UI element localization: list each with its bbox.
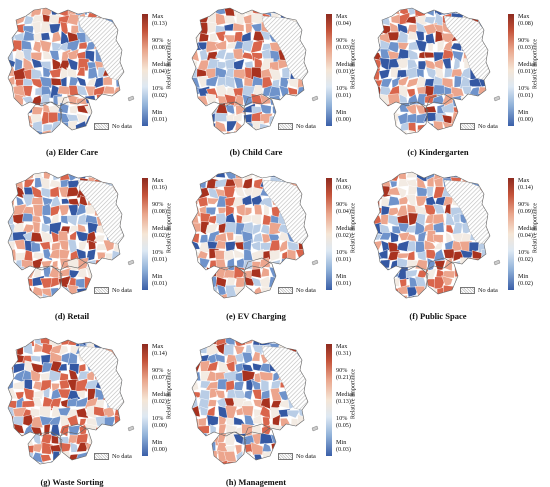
legend-max: Max (0.08): [518, 13, 533, 27]
map-panel: Max (0.13) 90% (0.08) Median (0.04) 10% (0.0…: [6, 6, 182, 157]
legend-min: Min (0.00): [518, 109, 533, 123]
legend-axis-label: Relative Importance: [531, 202, 539, 254]
map-panel: Max (0.14) 90% (0.09) Median (0.04) 10% (0.0…: [372, 170, 548, 321]
map-panel: Max (0.06) 90% (0.04) Median (0.02) 10% (0.0…: [190, 170, 366, 321]
legend-median: Median (0.04): [518, 225, 537, 239]
legend-min: Min (0.00): [152, 439, 167, 453]
district-map: [7, 7, 135, 135]
legend-min: Min (0.00): [336, 109, 351, 123]
no-data-legend: No data: [94, 453, 132, 461]
legend-median: Median (0.02): [152, 225, 171, 239]
legend-axis-label: Relative Importance: [165, 202, 173, 254]
legend-median: Median (0.02): [336, 225, 355, 239]
legend-color-bar: [326, 344, 332, 456]
legend-color-bar: [508, 178, 514, 290]
hatch-swatch-icon: [94, 123, 109, 131]
legend-axis-label: Relative Importance: [349, 368, 357, 420]
legend-axis-label: Relative Importance: [531, 38, 539, 90]
legend-p10: 10% (0.01): [518, 85, 533, 99]
no-data-legend: No data: [278, 453, 316, 461]
legend-p10: 10% (0.00): [152, 415, 167, 429]
legend-p90: 90% (0.09): [518, 201, 533, 215]
legend-median: Median (0.01): [336, 61, 355, 75]
legend-median: Median (0.04): [152, 61, 171, 75]
legend-p90: 90% (0.08): [152, 37, 167, 51]
legend-median: Median (0.01): [518, 61, 537, 75]
legend-axis-label: Relative Importance: [165, 38, 173, 90]
map-panel: Max (0.04) 90% (0.03) Median (0.01) 10% (0.0…: [190, 6, 366, 157]
district-map: [191, 171, 319, 299]
legend-p90: 90% (0.07): [152, 367, 167, 381]
district-map: [7, 337, 135, 465]
district-map: [7, 171, 135, 299]
legend-median: Median (0.02): [152, 391, 171, 405]
legend-min: Min (0.02): [518, 273, 533, 287]
hatch-swatch-icon: [278, 123, 293, 131]
panel-caption: (e) EV Charging: [226, 311, 286, 321]
legend-p10: 10% (0.01): [336, 249, 351, 263]
legend-min: Min (0.01): [336, 273, 351, 287]
map-panel: Max (0.08) 90% (0.03) Median (0.01) 10% (0.0…: [372, 6, 548, 157]
legend-max: Max (0.14): [152, 343, 167, 357]
legend-max: Max (0.16): [152, 177, 167, 191]
legend-p10: 10% (0.01): [336, 85, 351, 99]
legend-color-bar: [142, 178, 148, 290]
legend-min: Min (0.01): [152, 273, 167, 287]
panel-caption: (a) Elder Care: [45, 147, 99, 157]
hatch-swatch-icon: [94, 287, 109, 295]
hatch-swatch-icon: [278, 453, 293, 461]
map-panel: Max (0.16) 90% (0.08) Median (0.02) 10% (0.0…: [6, 170, 182, 321]
panel-caption: (c) Kindergarten: [407, 147, 469, 157]
legend-max: Max (0.13): [152, 13, 167, 27]
legend-p90: 90% (0.03): [518, 37, 533, 51]
legend-max: Max (0.06): [336, 177, 351, 191]
legend-color-bar: [142, 14, 148, 126]
hatch-swatch-icon: [94, 453, 109, 461]
legend-color-bar: [326, 178, 332, 290]
legend-max: Max (0.31): [336, 343, 351, 357]
district-map: [191, 7, 319, 135]
legend-p10: 10% (0.02): [152, 85, 167, 99]
hatch-swatch-icon: [460, 123, 475, 131]
hatch-swatch-icon: [278, 287, 293, 295]
legend-p10: 10% (0.01): [152, 249, 167, 263]
district-map: [373, 171, 501, 299]
no-data-legend: No data: [94, 287, 132, 295]
panel-caption: (b) Child Care: [229, 147, 283, 157]
legend-axis-label: Relative Importance: [349, 202, 357, 254]
panel-caption: (g) Waste Sorting: [40, 477, 104, 487]
district-map: [373, 7, 501, 135]
legend-color-bar: [326, 14, 332, 126]
legend-max: Max (0.14): [518, 177, 533, 191]
hatch-swatch-icon: [460, 287, 475, 295]
legend-p10: 10% (0.05): [336, 415, 351, 429]
panel-caption: (f) Public Space: [409, 311, 467, 321]
no-data-legend: No data: [278, 123, 316, 131]
no-data-legend: No data: [460, 287, 498, 295]
legend-axis-label: Relative Importance: [165, 368, 173, 420]
panel-caption: (d) Retail: [54, 311, 90, 321]
legend-min: Min (0.01): [152, 109, 167, 123]
legend-median: Median (0.13): [336, 391, 355, 405]
no-data-legend: No data: [460, 123, 498, 131]
legend-p90: 90% (0.08): [152, 201, 167, 215]
legend-max: Max (0.04): [336, 13, 351, 27]
legend-p10: 10% (0.02): [518, 249, 533, 263]
legend-p90: 90% (0.04): [336, 201, 351, 215]
map-panel: Max (0.14) 90% (0.07) Median (0.02) 10% (0.0…: [6, 336, 182, 487]
legend-p90: 90% (0.03): [336, 37, 351, 51]
legend-color-bar: [142, 344, 148, 456]
legend-p90: 90% (0.21): [336, 367, 351, 381]
legend-min: Min (0.03): [336, 439, 351, 453]
map-panel: Max (0.31) 90% (0.21) Median (0.13) 10% (0.0…: [190, 336, 366, 487]
legend-axis-label: Relative Importance: [349, 38, 357, 90]
legend-color-bar: [508, 14, 514, 126]
district-map: [191, 337, 319, 465]
no-data-legend: No data: [94, 123, 132, 131]
panel-caption: (h) Management: [225, 477, 287, 487]
no-data-legend: No data: [278, 287, 316, 295]
